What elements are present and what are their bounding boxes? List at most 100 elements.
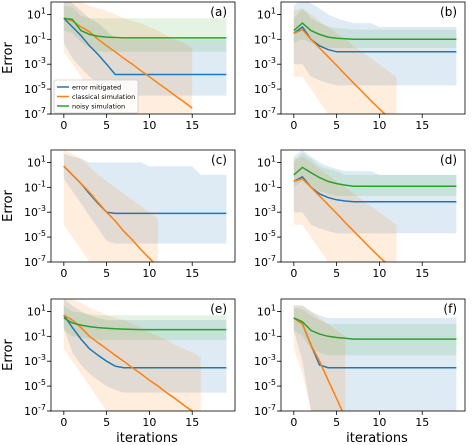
x-axis-label: iterations: [116, 431, 178, 445]
x-tick-label: 5: [103, 267, 110, 280]
x-tick-label: 15: [415, 267, 429, 280]
series-line-classical-simulation: [293, 177, 387, 262]
series-line-error-mitigated: [63, 314, 227, 369]
y-tick-label: 10-3: [254, 204, 276, 219]
legend-entry: classical simulation: [72, 93, 135, 101]
band-error-mitigated: [293, 305, 457, 411]
series-line-noisy-simulation: [63, 317, 227, 331]
x-tick-label: 5: [333, 119, 340, 132]
x-tick-label: 15: [415, 416, 429, 429]
band-classical-simulation: [293, 156, 397, 262]
band-error-mitigated: [293, 150, 457, 234]
series-line-noisy-simulation: [293, 22, 457, 41]
panel-label: (f): [443, 302, 457, 316]
x-tick-label: 15: [185, 267, 199, 280]
y-tick-label: 10-3: [24, 204, 46, 219]
y-tick-label: 101: [257, 6, 276, 21]
y-tick-label: 10-7: [24, 403, 46, 418]
y-tick-label: 10-3: [24, 353, 46, 368]
y-tick-label: 10-1: [24, 328, 46, 343]
x-tick-label: 10: [372, 119, 386, 132]
x-tick-label: 0: [60, 267, 67, 280]
y-tick-label: 101: [27, 303, 46, 318]
plot-area: [293, 150, 457, 262]
plot-area: [293, 2, 457, 114]
axes-frame: [280, 298, 466, 412]
x-tick-label: 15: [185, 119, 199, 132]
series-line-classical-simulation: [63, 165, 155, 262]
series-line-noisy-simulation: [63, 17, 227, 39]
series-line-error-mitigated: [293, 25, 457, 53]
legend-entry: error mitigated: [72, 84, 121, 92]
y-tick-label: 10-7: [254, 403, 276, 418]
series-line-error-mitigated: [293, 175, 457, 203]
x-tick-label: 10: [142, 416, 156, 429]
y-axis-label: Error: [1, 339, 16, 371]
axes-frame: [50, 149, 236, 263]
panel-label: (a): [210, 5, 227, 19]
y-tick-label: 10-7: [254, 106, 276, 121]
band-error-mitigated: [63, 299, 227, 393]
y-axis-label: Error: [1, 42, 16, 74]
x-tick-label: 10: [372, 267, 386, 280]
x-tick-label: 5: [103, 119, 110, 132]
y-axis-label: Error: [1, 190, 16, 222]
axes-frame: [280, 149, 466, 263]
y-tick-label: 10-1: [254, 31, 276, 46]
x-tick-label: 5: [333, 267, 340, 280]
band-classical-simulation: [63, 150, 158, 262]
y-tick-label: 10-1: [24, 31, 46, 46]
series-line-classical-simulation: [63, 17, 193, 109]
band-error-mitigated: [293, 2, 457, 86]
axes-frame: [280, 1, 466, 115]
panel-label: (e): [210, 302, 227, 316]
y-tick-label: 10-5: [254, 81, 276, 96]
axes-frame: [50, 1, 236, 115]
panel-a: 0 5 10 15 10-7 10-5 10-3 10-1 101 (a) Error error m…: [1, 1, 236, 132]
panel-c: 0 5 10 15 10-7 10-5 10-3 10-1 101 (c) Error: [1, 149, 236, 280]
series-line-classical-simulation: [63, 314, 194, 411]
panel-d: 0 5 10 15 10-7 10-5 10-3 10-1 101 (d): [254, 149, 466, 280]
y-tick-label: 101: [257, 154, 276, 169]
x-tick-label: 15: [415, 119, 429, 132]
plot-area: [293, 305, 457, 411]
x-tick-label: 0: [290, 267, 297, 280]
x-tick-label: 0: [60, 416, 67, 429]
series-line-error-mitigated: [63, 165, 227, 215]
x-tick-label: 10: [372, 416, 386, 429]
y-tick-label: 10-1: [254, 328, 276, 343]
y-tick-label: 10-1: [254, 179, 276, 194]
y-tick-label: 101: [27, 6, 46, 21]
band-error-mitigated: [63, 2, 227, 96]
x-tick-label: 5: [333, 416, 340, 429]
band-noisy-simulation: [293, 152, 457, 196]
legend-box: [53, 79, 139, 114]
x-tick-label: 10: [142, 119, 156, 132]
y-tick-label: 10-5: [24, 378, 46, 393]
y-tick-label: 10-3: [254, 353, 276, 368]
x-axis-label: iterations: [346, 431, 408, 445]
y-tick-label: 10-7: [24, 254, 46, 269]
band-noisy-simulation: [293, 307, 457, 356]
panel-label: (d): [440, 153, 457, 167]
y-tick-label: 10-3: [24, 56, 46, 71]
y-tick-label: 10-1: [24, 179, 46, 194]
plot-area: [63, 299, 227, 411]
x-tick-label: 0: [60, 119, 67, 132]
series-line-noisy-simulation: [293, 317, 457, 340]
y-tick-label: 101: [27, 154, 46, 169]
band-classical-simulation: [63, 299, 201, 411]
panel-b: 0 5 10 15 10-7 10-5 10-3 10-1 101 (b): [254, 1, 466, 132]
x-tick-label: 5: [103, 416, 110, 429]
y-tick-label: 10-7: [254, 254, 276, 269]
panel-f: 0 5 10 15 10-7 10-5 10-3 10-1 101 (f) iterations: [254, 298, 466, 445]
y-tick-label: 101: [257, 303, 276, 318]
band-noisy-simulation: [63, 5, 227, 52]
series-line-noisy-simulation: [293, 166, 457, 188]
axes-frame: [50, 298, 236, 412]
series-line-classical-simulation: [293, 28, 387, 114]
panel-e: 0 5 10 15 10-7 10-5 10-3 10-1 101 (e) Error iterati…: [1, 298, 236, 445]
y-tick-label: 10-5: [24, 81, 46, 96]
